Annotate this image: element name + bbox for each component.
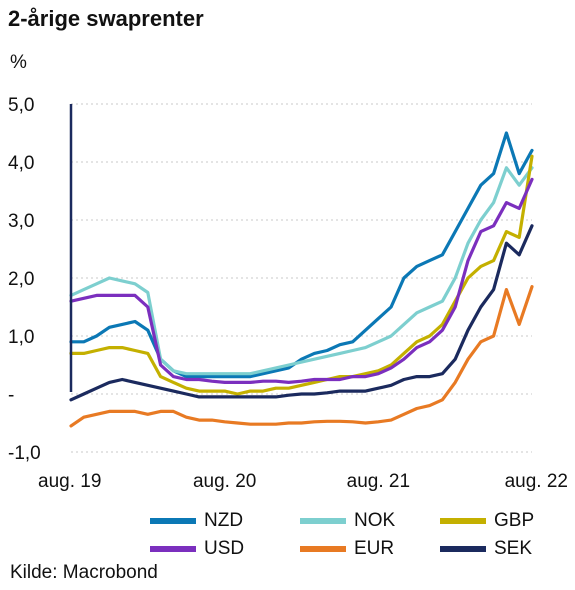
y-tick-label: - bbox=[8, 385, 14, 406]
legend-item-eur: EUR bbox=[300, 536, 394, 562]
series-line-usd bbox=[69, 177, 534, 384]
series-line-sek bbox=[69, 224, 534, 402]
source-note: Kilde: Macrobond bbox=[10, 562, 158, 583]
legend-label: SEK bbox=[494, 538, 533, 559]
chart-title: 2-årige swaprenter bbox=[8, 6, 204, 31]
legend-item-nok: NOK bbox=[300, 508, 395, 534]
x-tick-label: aug. 22 bbox=[505, 471, 568, 492]
legend-swatch bbox=[300, 518, 346, 524]
series-line-nok bbox=[69, 166, 534, 376]
y-tick-label: 5,0 bbox=[8, 95, 34, 116]
y-tick-label: -1,0 bbox=[8, 443, 41, 464]
legend-label: GBP bbox=[494, 510, 535, 531]
legend-swatch bbox=[300, 546, 346, 552]
legend-item-sek: SEK bbox=[440, 536, 532, 562]
legend-label: EUR bbox=[354, 538, 395, 559]
legend-item-gbp: GBP bbox=[440, 508, 534, 534]
x-tick-label: aug. 21 bbox=[347, 471, 410, 492]
x-tick-label: aug. 20 bbox=[193, 471, 256, 492]
legend-swatch bbox=[440, 518, 486, 524]
series-line-eur bbox=[69, 285, 534, 428]
x-tick-label: aug. 19 bbox=[38, 471, 101, 492]
y-unit-label: % bbox=[10, 52, 27, 73]
legend-swatch bbox=[150, 546, 196, 552]
legend-label: NZD bbox=[204, 510, 244, 531]
y-tick-label: 4,0 bbox=[8, 153, 34, 174]
series-lines bbox=[69, 131, 534, 428]
legend-item-nzd: NZD bbox=[150, 508, 243, 534]
series-line-nzd bbox=[69, 131, 534, 379]
legend-label: USD bbox=[204, 538, 245, 559]
legend-label: NOK bbox=[354, 510, 396, 531]
y-tick-labels: 5,0 4,0 3,0 2,0 1,0 - -1,0 bbox=[8, 95, 41, 464]
legend-swatch bbox=[150, 518, 196, 524]
y-tick-label: 2,0 bbox=[8, 269, 34, 290]
y-tick-label: 1,0 bbox=[8, 327, 34, 348]
legend-item-usd: USD bbox=[150, 536, 244, 562]
x-tick-labels: aug. 19 aug. 20 aug. 21 aug. 22 bbox=[38, 471, 568, 492]
y-tick-label: 3,0 bbox=[8, 211, 34, 232]
legend-swatch bbox=[440, 546, 486, 552]
